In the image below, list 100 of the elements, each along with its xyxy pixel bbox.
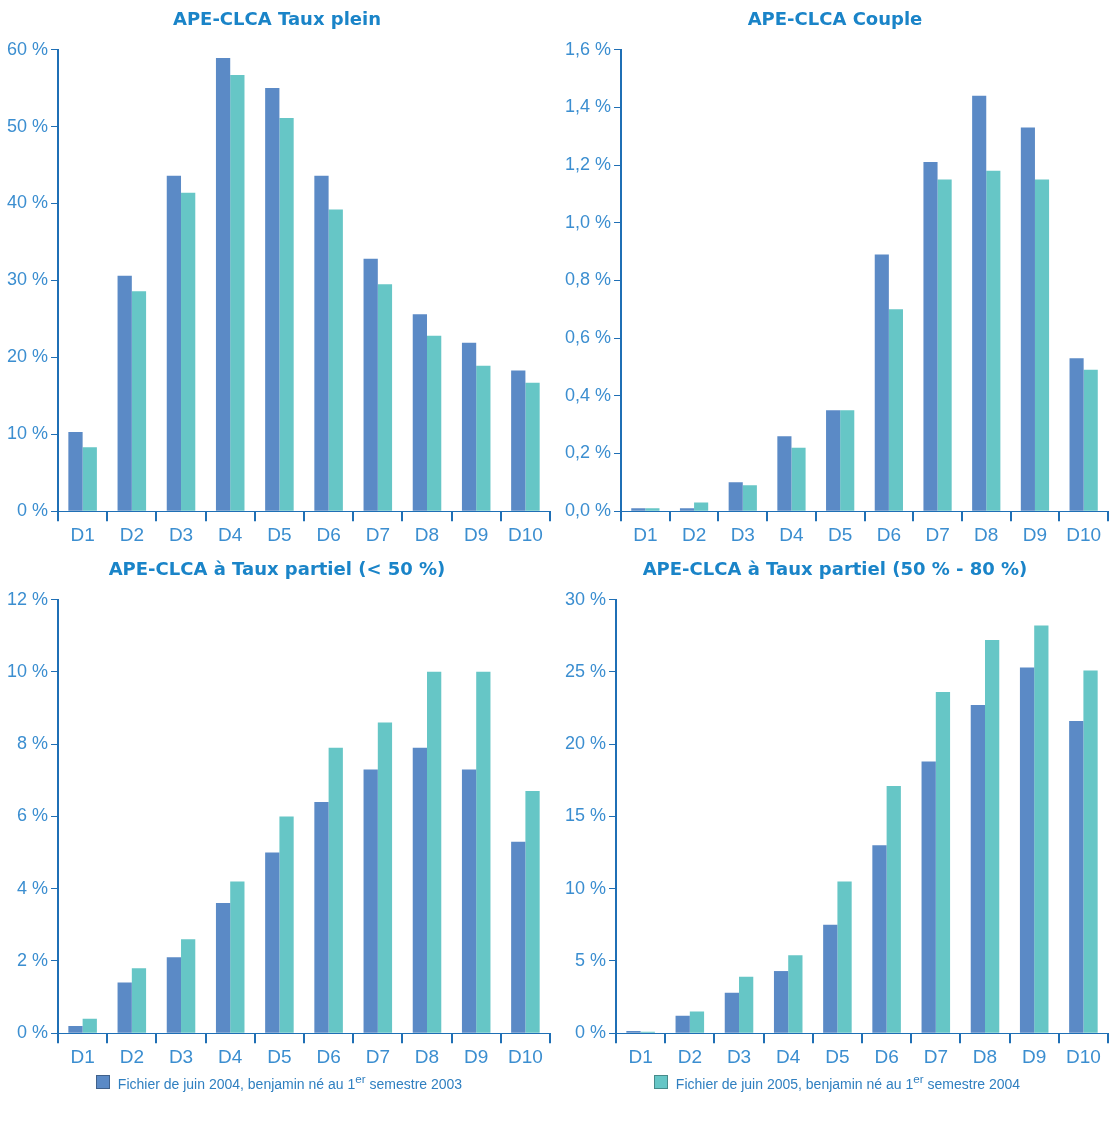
- bar: [68, 1025, 83, 1033]
- x-tick-label: D7: [923, 1045, 948, 1067]
- y-tick-label: 60 %: [7, 38, 49, 59]
- y-tick-label: 40 %: [7, 192, 49, 213]
- bar: [461, 769, 477, 1033]
- bar: [525, 382, 540, 511]
- chart-title: APE-CLCA à Taux partiel (< 50 %): [108, 558, 446, 580]
- x-tick-label: D8: [414, 523, 440, 545]
- y-tick-label: 10 %: [7, 660, 49, 681]
- x-tick-label: D5: [825, 1045, 850, 1067]
- x-tick-label: D3: [168, 523, 194, 545]
- x-tick-label: D1: [70, 1045, 95, 1067]
- bar: [872, 845, 887, 1033]
- bar: [645, 508, 660, 511]
- y-tick-label: 12 %: [7, 588, 49, 609]
- chart-title: APE-CLCA à Taux partiel (50 % - 80 %): [642, 558, 1028, 580]
- bar: [694, 502, 709, 511]
- bar: [1034, 179, 1050, 511]
- y-tick-label: 25 %: [565, 660, 607, 681]
- y-tick-label: 5 %: [575, 949, 607, 970]
- x-tick-label: D9: [464, 1045, 489, 1067]
- bar: [131, 968, 147, 1033]
- bar: [511, 370, 526, 511]
- bar: [728, 482, 743, 511]
- bar: [82, 447, 97, 511]
- bar: [742, 485, 757, 511]
- bar: [265, 852, 280, 1033]
- bar: [363, 769, 378, 1033]
- bar: [1083, 369, 1098, 511]
- bar: [279, 118, 294, 511]
- y-tick-label: 10 %: [565, 877, 607, 898]
- x-tick-label: D4: [218, 1045, 243, 1067]
- x-tick-label: D7: [365, 1045, 390, 1067]
- x-tick-label: D8: [414, 1045, 440, 1067]
- x-tick-label: D9: [1022, 1045, 1047, 1067]
- bar: [314, 801, 329, 1033]
- bar: [166, 957, 182, 1033]
- bar: [314, 175, 329, 511]
- bar: [461, 342, 477, 511]
- y-tick-label: 1,4 %: [565, 96, 612, 117]
- bar: [935, 692, 951, 1033]
- legend-label: Fichier de juin 2005, benjamin né au 1$^{er}$ semestre 2004: [675, 1072, 1021, 1092]
- x-tick-label: D9: [464, 523, 489, 545]
- x-tick-label: D5: [267, 1045, 292, 1067]
- x-tick-label: D10: [1065, 1045, 1101, 1067]
- bar: [215, 903, 231, 1033]
- bar: [788, 955, 803, 1033]
- bar: [427, 335, 442, 511]
- bar: [476, 365, 491, 511]
- x-tick-label: D10: [1066, 523, 1102, 545]
- x-tick-label: D1: [633, 523, 658, 545]
- x-tick-label: D4: [776, 1045, 801, 1067]
- bar: [265, 88, 280, 511]
- y-tick-label: 1,6 %: [565, 38, 612, 59]
- bar: [131, 291, 147, 511]
- bar: [1034, 625, 1049, 1033]
- x-tick-label: D10: [507, 1045, 543, 1067]
- chart-title: APE-CLCA Taux plein: [172, 8, 382, 30]
- bar: [921, 761, 936, 1033]
- legend-label: Fichier de juin 2004, benjamin né au 1$^{er}$ semestre 2003: [117, 1072, 463, 1092]
- x-tick-label: D2: [677, 1045, 702, 1067]
- bar: [791, 447, 806, 511]
- bar: [377, 284, 393, 511]
- y-tick-label: 0,6 %: [565, 327, 612, 348]
- bar: [476, 671, 491, 1033]
- bar: [972, 95, 987, 511]
- x-tick-label: D6: [874, 1045, 899, 1067]
- x-tick-label: D1: [70, 523, 95, 545]
- bar: [117, 982, 132, 1033]
- bar: [230, 881, 245, 1033]
- bar: [823, 924, 838, 1033]
- bar: [986, 170, 1001, 511]
- x-tick-label: D4: [779, 523, 805, 545]
- y-tick-label: 10 %: [7, 423, 49, 444]
- bar: [1020, 127, 1035, 511]
- y-tick-label: 20 %: [7, 346, 49, 367]
- bar: [427, 671, 442, 1033]
- y-tick-label: 0 %: [17, 500, 49, 521]
- x-tick-label: D10: [507, 523, 543, 545]
- y-tick-label: 1,2 %: [565, 153, 612, 174]
- bar: [215, 58, 231, 511]
- x-tick-label: D6: [316, 523, 341, 545]
- y-tick-label: 2 %: [17, 949, 49, 970]
- bar: [826, 410, 841, 511]
- bar: [937, 179, 952, 511]
- bar: [279, 816, 294, 1033]
- bar: [631, 508, 646, 511]
- bar: [363, 258, 378, 511]
- bar: [68, 431, 83, 511]
- bar: [328, 747, 343, 1033]
- x-tick-label: D5: [828, 523, 853, 545]
- bar: [1083, 670, 1098, 1033]
- y-tick-label: 50 %: [7, 115, 49, 136]
- x-tick-label: D1: [628, 1045, 653, 1067]
- x-tick-label: D6: [876, 523, 902, 545]
- x-tick-label: D2: [119, 1045, 144, 1067]
- bar: [840, 410, 855, 511]
- x-tick-label: D5: [267, 523, 292, 545]
- x-tick-label: D7: [365, 523, 390, 545]
- bar: [886, 786, 901, 1033]
